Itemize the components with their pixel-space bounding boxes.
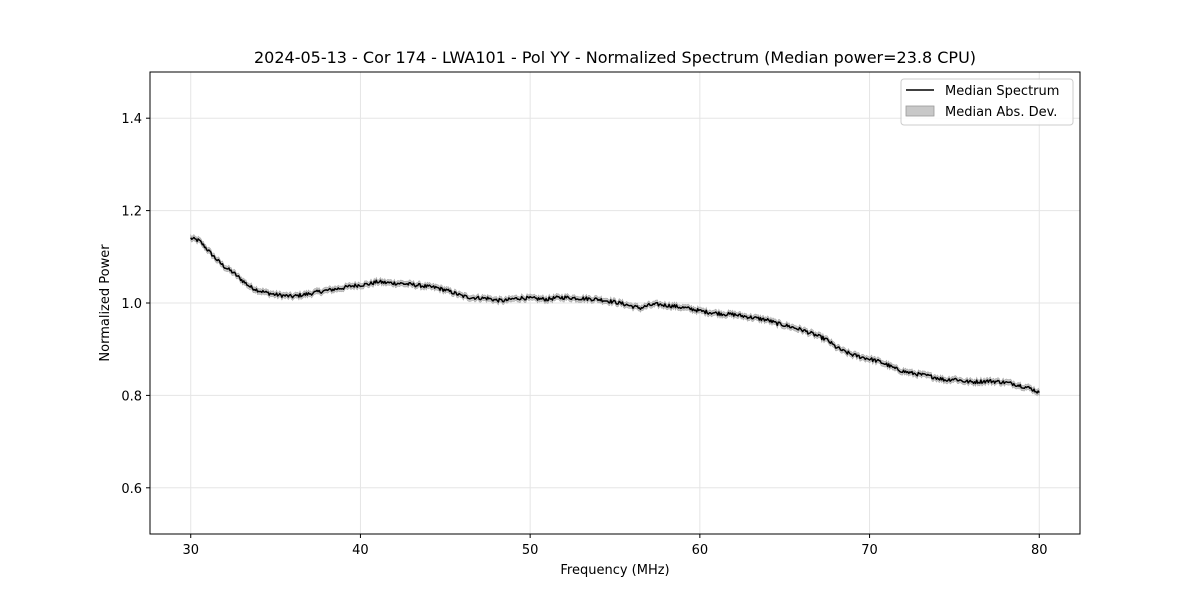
y-ticks: 0.6 0.8 1.0 1.2 1.4 bbox=[121, 112, 150, 497]
x-ticks: 30 40 50 60 70 80 bbox=[182, 534, 1048, 558]
x-tick-label: 80 bbox=[1031, 543, 1048, 558]
x-tick-label: 60 bbox=[692, 543, 709, 558]
legend-median-abs-dev: Median Abs. Dev. bbox=[945, 105, 1057, 120]
median-spectrum-line bbox=[190, 236, 1040, 394]
legend-mad-swatch bbox=[905, 105, 935, 117]
y-axis-label: Normalized Power bbox=[98, 244, 113, 362]
y-tick-label: 1.0 bbox=[121, 297, 142, 312]
y-tick-label: 0.6 bbox=[121, 482, 142, 497]
legend-box bbox=[900, 78, 1074, 126]
legend-median-spectrum: Median Spectrum bbox=[945, 84, 1059, 99]
y-tick-label: 1.4 bbox=[121, 112, 142, 127]
y-tick-label: 0.8 bbox=[121, 389, 142, 404]
x-axis-label: Frequency (MHz) bbox=[560, 563, 669, 578]
legend: Median Spectrum Median Abs. Dev. bbox=[900, 78, 1074, 126]
x-tick-label: 30 bbox=[182, 543, 199, 558]
median-line-layer bbox=[190, 236, 1040, 394]
chart-title: 2024-05-13 - Cor 174 - LWA101 - Pol YY -… bbox=[254, 48, 976, 67]
x-tick-label: 50 bbox=[522, 543, 539, 558]
x-tick-label: 40 bbox=[352, 543, 369, 558]
y-tick-label: 1.2 bbox=[121, 205, 142, 220]
x-tick-label: 70 bbox=[861, 543, 878, 558]
